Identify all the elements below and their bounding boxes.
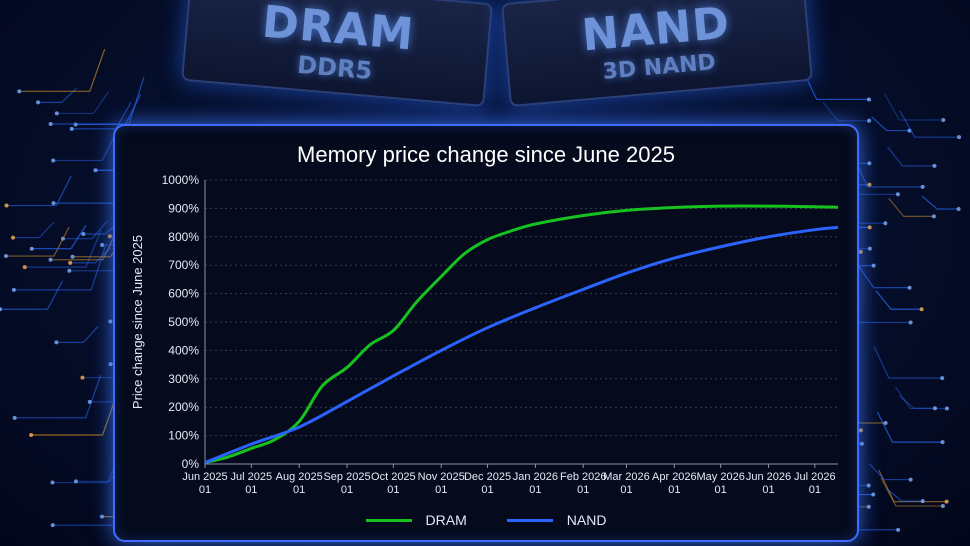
x-tick-label: Jun 2025 — [182, 471, 227, 483]
x-tick-label: Jul 2026 — [794, 471, 836, 483]
dram-chip-sublabel: DDR5 — [296, 50, 374, 85]
x-tick-label: 01 — [620, 484, 632, 496]
x-tick-label: May 2026 — [697, 471, 745, 483]
legend-swatch-dram — [365, 518, 412, 522]
x-tick-label: Sep 2025 — [323, 471, 370, 483]
y-tick-label: 1000% — [162, 173, 200, 187]
x-tick-label: Aug 2025 — [276, 471, 323, 483]
series-line-dram — [204, 204, 839, 465]
x-tick-label: 01 — [341, 484, 353, 496]
x-tick-label: 01 — [293, 484, 305, 496]
legend-item-dram: DRAM — [365, 512, 467, 528]
legend-swatch-nand — [506, 518, 553, 522]
series-line-nand — [204, 225, 839, 464]
x-tick-label: 01 — [668, 484, 680, 496]
x-tick-label: Mar 2026 — [603, 471, 649, 483]
y-tick-label: 700% — [168, 258, 199, 272]
x-tick-label: Jan 2026 — [513, 471, 558, 483]
x-tick-label: Apr 2026 — [652, 471, 697, 483]
x-tick-label: 01 — [481, 484, 493, 496]
x-tick-label: 01 — [577, 484, 589, 496]
x-tick-label: 01 — [245, 484, 257, 496]
y-axis-label: Price change since June 2025 — [130, 235, 145, 409]
x-tick-label: 01 — [809, 484, 821, 496]
x-tick-label: Oct 2025 — [371, 471, 416, 483]
y-tick-label: 600% — [168, 287, 199, 301]
y-tick-label: 300% — [168, 372, 199, 386]
chart-legend: DRAM NAND — [115, 512, 857, 528]
x-tick-label: 01 — [529, 484, 541, 496]
x-tick-label: 01 — [715, 484, 727, 496]
x-tick-label: 01 — [762, 484, 774, 496]
y-tick-label: 800% — [168, 230, 199, 244]
y-axis-ticks: 0% 100% 200% 300% 400% 500% 600% 700% 800% 900% 10… — [162, 173, 200, 471]
x-tick-label: Jun 2026 — [746, 471, 791, 483]
y-tick-label: 400% — [168, 343, 199, 357]
chart-panel: Memory price change since June 2025 0% 10… — [113, 124, 859, 542]
y-tick-label: 100% — [168, 429, 199, 443]
y-tick-label: 900% — [168, 201, 199, 215]
x-tick-label: Feb 2026 — [560, 471, 606, 483]
y-tick-label: 500% — [168, 315, 199, 329]
y-tick-label: 0% — [182, 457, 200, 471]
x-tick-label: 01 — [199, 484, 211, 496]
legend-item-nand: NAND — [506, 512, 607, 528]
x-tick-label: Dec 2025 — [464, 471, 511, 483]
x-tick-label: Jul 2025 — [231, 471, 273, 483]
line-chart: 0% 100% 200% 300% 400% 500% 600% 700% 800% 900% 10… — [130, 173, 839, 496]
x-tick-label: Nov 2025 — [418, 471, 465, 483]
legend-label-dram: DRAM — [425, 512, 467, 528]
chart-title: Memory price change since June 2025 — [297, 142, 675, 167]
x-tick-label: 01 — [387, 484, 399, 496]
x-tick-label: 01 — [435, 484, 447, 496]
legend-label-nand: NAND — [566, 512, 607, 528]
dram-chip-label: DRAM — [260, 0, 417, 61]
y-tick-label: 200% — [168, 400, 199, 414]
